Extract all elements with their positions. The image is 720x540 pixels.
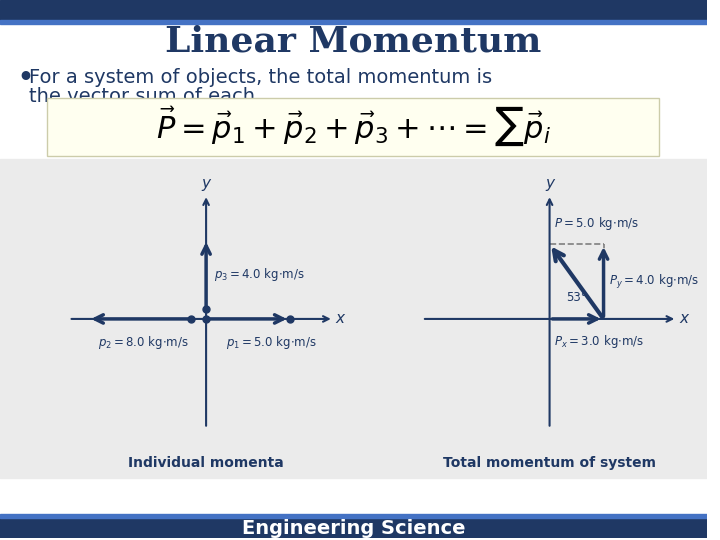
Bar <box>0 159 706 478</box>
Text: $p_1 = 5.0\ \mathrm{kg{\cdot}m/s}$: $p_1 = 5.0\ \mathrm{kg{\cdot}m/s}$ <box>225 334 317 351</box>
Text: Engineering Science: Engineering Science <box>241 519 465 538</box>
Text: $P_x = 3.0\ \mathrm{kg{\cdot}m/s}$: $P_x = 3.0\ \mathrm{kg{\cdot}m/s}$ <box>554 333 644 350</box>
Bar <box>0 518 706 538</box>
Text: $\vec{P} = \vec{p}_1 + \vec{p}_2 + \vec{p}_3 + \cdots = \sum\vec{p}_i$: $\vec{P} = \vec{p}_1 + \vec{p}_2 + \vec{… <box>156 105 551 148</box>
FancyBboxPatch shape <box>47 98 660 157</box>
Text: the vector sum of each.: the vector sum of each. <box>30 87 261 106</box>
Text: $p_2 = 8.0\ \mathrm{kg{\cdot}m/s}$: $p_2 = 8.0\ \mathrm{kg{\cdot}m/s}$ <box>98 334 189 351</box>
Text: y: y <box>202 177 210 191</box>
Text: $P_y = 4.0\ \mathrm{kg{\cdot}m/s}$: $P_y = 4.0\ \mathrm{kg{\cdot}m/s}$ <box>609 273 700 291</box>
Text: Individual momenta: Individual momenta <box>128 456 284 470</box>
Text: •: • <box>18 66 34 90</box>
Text: y: y <box>545 177 554 191</box>
Bar <box>0 0 706 20</box>
Text: $P = 5.0\ \mathrm{kg{\cdot}m/s}$: $P = 5.0\ \mathrm{kg{\cdot}m/s}$ <box>554 215 639 232</box>
Text: Total momentum of system: Total momentum of system <box>443 456 656 470</box>
Text: x: x <box>336 312 345 327</box>
Text: x: x <box>679 312 688 327</box>
Text: 53°: 53° <box>566 291 586 304</box>
Bar <box>0 20 706 24</box>
Text: Linear Momentum: Linear Momentum <box>165 25 541 59</box>
Bar <box>0 514 706 518</box>
Text: For a system of objects, the total momentum is: For a system of objects, the total momen… <box>30 68 492 87</box>
Text: $p_3 = 4.0\ \mathrm{kg{\cdot}m/s}$: $p_3 = 4.0\ \mathrm{kg{\cdot}m/s}$ <box>214 266 305 282</box>
